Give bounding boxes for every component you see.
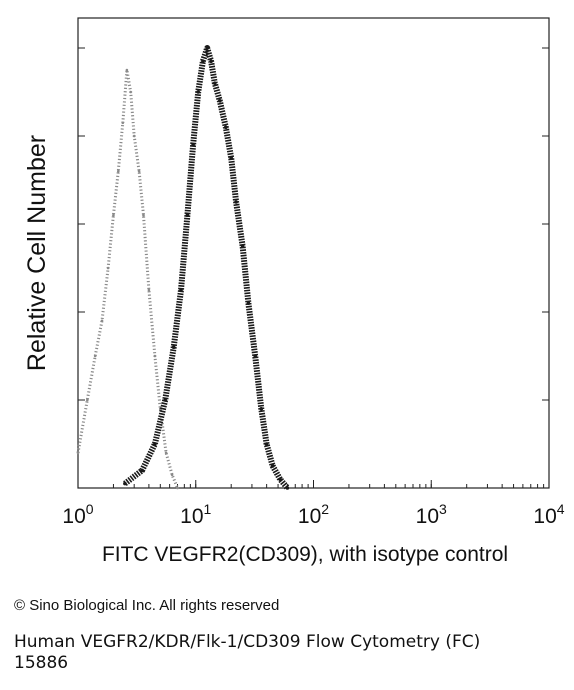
- figure-footer: Human VEGFR2/KDR/Flk-1/CD309 Flow Cytome…: [14, 632, 569, 674]
- data-point: [196, 90, 200, 94]
- data-point: [209, 59, 213, 63]
- data-point: [100, 319, 104, 323]
- series-layer: [76, 45, 290, 490]
- data-point: [125, 68, 129, 72]
- data-point: [278, 477, 282, 482]
- data-point: [163, 398, 167, 402]
- data-point: [129, 90, 132, 94]
- data-point: [153, 442, 157, 446]
- data-point: [179, 288, 183, 292]
- x-tick-label: 100: [62, 501, 93, 528]
- x-tick-label: 101: [180, 501, 211, 528]
- series-1-line: [76, 68, 179, 489]
- plot-frame: [77, 17, 550, 489]
- data-point: [121, 121, 125, 125]
- data-point: [191, 143, 195, 147]
- data-point: [246, 301, 251, 306]
- footer-title: Human VEGFR2/KDR/Flk-1/CD309 Flow Cytome…: [14, 632, 481, 652]
- data-point: [264, 442, 269, 446]
- data-point: [213, 81, 217, 85]
- data-point: [86, 398, 89, 402]
- data-point: [205, 46, 209, 50]
- data-point: [140, 468, 144, 473]
- data-point: [147, 288, 151, 292]
- data-point: [76, 451, 80, 455]
- data-point: [123, 481, 127, 486]
- series-1-trace: [76, 68, 179, 490]
- data-point: [218, 99, 222, 103]
- series-2-line: [123, 45, 290, 490]
- data-point: [164, 451, 168, 455]
- x-axis-label: FITC VEGFR2(CD309), with isotype control: [102, 543, 508, 566]
- data-point: [201, 59, 205, 63]
- footer-catalog-number: 15886: [14, 653, 69, 673]
- data-point: [142, 213, 145, 217]
- series-2-trace: [123, 45, 290, 490]
- x-tick-labels: 100 101 102 103 104: [62, 501, 564, 528]
- data-point: [176, 486, 179, 490]
- data-point: [240, 244, 245, 248]
- data-point: [112, 213, 115, 217]
- data-point: [270, 464, 275, 468]
- data-point: [137, 169, 141, 173]
- data-point: [285, 486, 290, 490]
- x-tick-label: 102: [298, 501, 329, 528]
- data-point: [93, 354, 97, 358]
- axis-ticks: [77, 47, 550, 489]
- data-point: [253, 354, 257, 358]
- data-point: [234, 200, 238, 204]
- flow-cytometry-histogram: 100 101 102 103 104 Relative Cell Number FIT…: [23, 17, 565, 566]
- data-point: [106, 266, 110, 270]
- data-point: [171, 345, 176, 350]
- data-point: [153, 354, 157, 358]
- data-point: [185, 213, 190, 217]
- y-axis-label: Relative Cell Number: [23, 135, 51, 371]
- x-tick-label: 104: [533, 501, 564, 528]
- x-tick-label: 103: [416, 501, 447, 528]
- data-point: [259, 407, 264, 411]
- data-point: [170, 473, 174, 477]
- data-point: [117, 169, 120, 173]
- copyright-caption: © Sino Biological Inc. All rights reserv…: [14, 597, 280, 614]
- data-point: [224, 125, 228, 129]
- data-point: [229, 156, 233, 160]
- data-point: [132, 134, 136, 138]
